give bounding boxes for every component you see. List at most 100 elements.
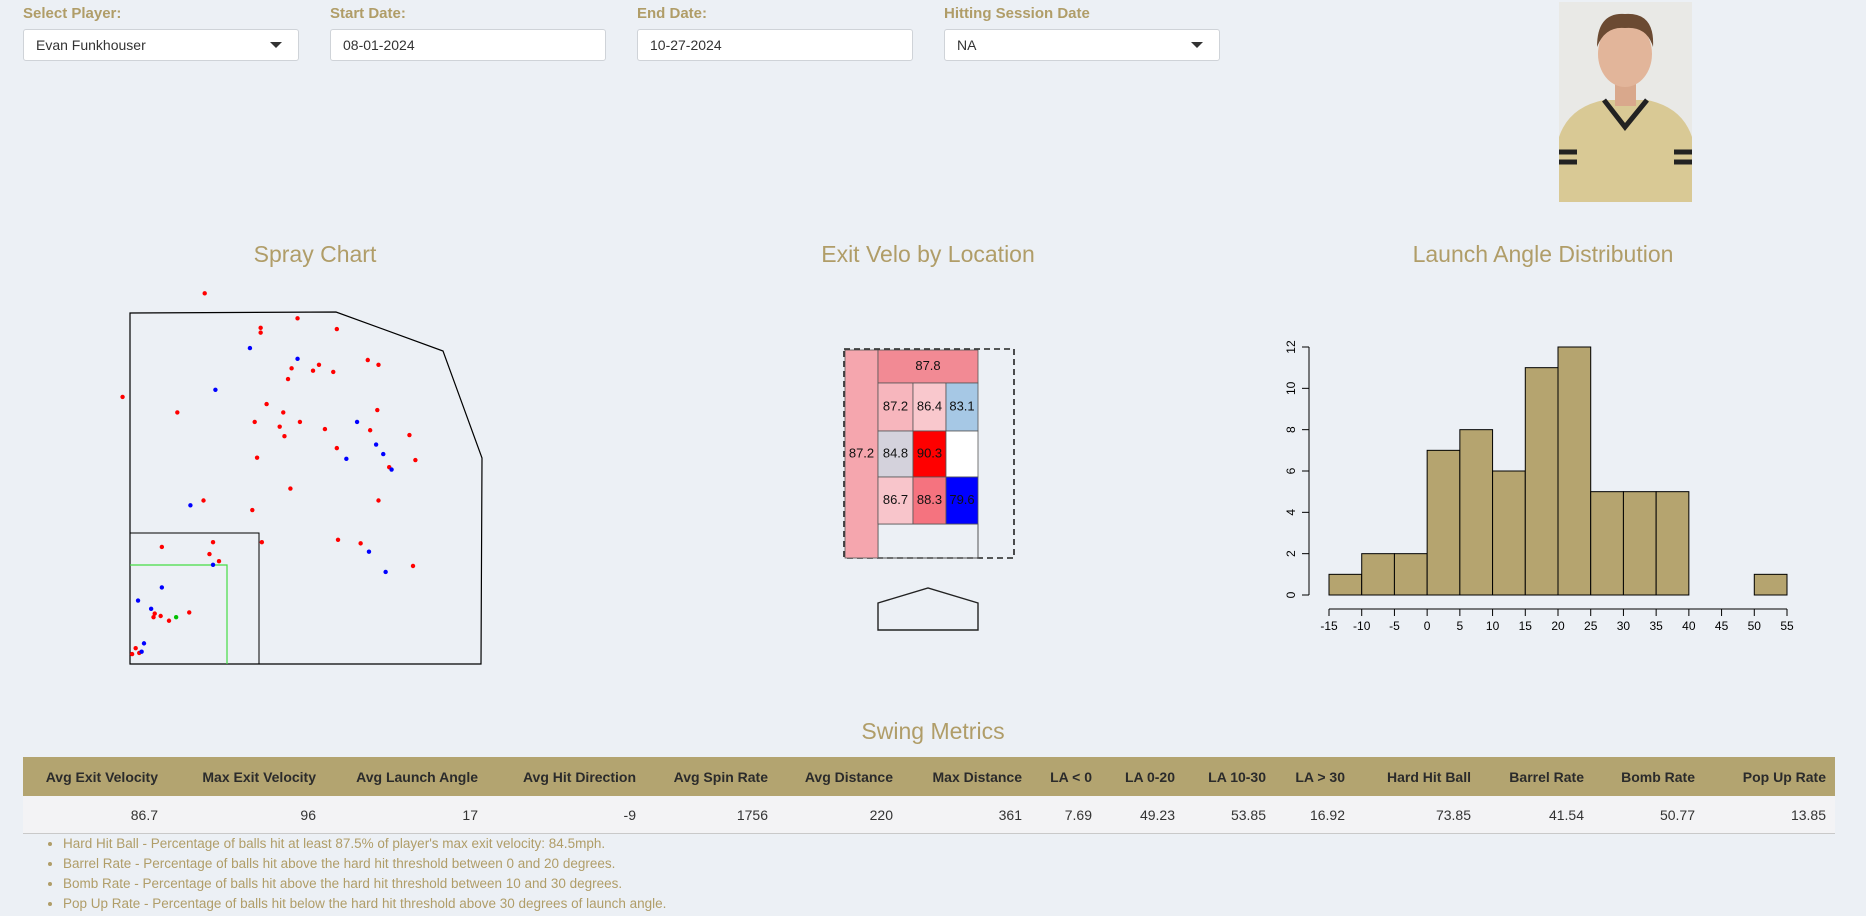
bar (1328, 573, 1363, 596)
hit-point (152, 611, 157, 616)
filter-label: End Date: (637, 5, 708, 22)
bar (1459, 429, 1494, 596)
dropdown-caret (1191, 42, 1203, 48)
column-header: Avg Spin Rate (645, 757, 777, 796)
start-date-input[interactable]: 08-01-2024 (330, 29, 606, 61)
collar (1602, 98, 1649, 132)
zone-label: 79.6 (949, 492, 974, 507)
x-tick-label: -15 (1320, 619, 1338, 633)
column-header: LA 10-30 (1184, 757, 1275, 796)
hit-point (173, 614, 179, 620)
hit-point (141, 641, 147, 646)
charts: Spray Chart Exit Velo by Location Launch… (120, 241, 1794, 665)
hit-point (366, 549, 372, 554)
hit-point (295, 356, 300, 362)
zone-cell (877, 476, 914, 525)
bar (1753, 573, 1788, 596)
column-header: Avg Distance (777, 757, 902, 796)
y-tick-label: 10 (1284, 381, 1298, 395)
x-tick-label: 10 (1486, 619, 1500, 633)
hit-point (297, 419, 303, 425)
hit-point (120, 394, 125, 400)
metric-value: -9 (487, 796, 645, 834)
x-tick-label: -10 (1353, 619, 1371, 633)
filter-label: Start Date: (330, 5, 406, 22)
hit-point (407, 432, 412, 438)
bar (1524, 367, 1559, 596)
zone-cell (912, 476, 947, 525)
hit-point (410, 563, 416, 569)
y-tick-label: 2 (1284, 550, 1298, 557)
metric-value: 1756 (645, 796, 777, 834)
note: Bomb Rate - Percentage of balls hit abov… (63, 874, 666, 894)
note: Pop Up Rate - Percentage of balls hit be… (63, 894, 666, 914)
metric-value: 41.54 (1480, 796, 1593, 834)
baseline (130, 564, 228, 664)
hit-point (365, 357, 370, 363)
zone-label: 87.8 (915, 358, 940, 373)
hit-point (373, 442, 379, 447)
zone-cell (877, 382, 914, 432)
hit-point (281, 410, 286, 415)
metric-value: 17 (325, 796, 487, 834)
hit-point (158, 613, 163, 619)
end-date-input[interactable]: 10-27-2024 (637, 29, 913, 61)
hit-point (282, 434, 287, 439)
bar (1622, 491, 1657, 596)
hit-point (207, 551, 212, 557)
y-tick-label: 0 (1284, 591, 1298, 598)
x-tick-label: 15 (1519, 619, 1533, 633)
metric-value: 16.92 (1275, 796, 1354, 834)
input-value: 10-27-2024 (650, 37, 722, 53)
hit-point (367, 428, 373, 433)
bar (1361, 553, 1395, 596)
y-tick-label: 6 (1284, 467, 1298, 474)
x-tick-label: 5 (1457, 619, 1464, 633)
hit-point (354, 419, 360, 425)
zone-label: 86.7 (883, 492, 908, 507)
chart-title: Exit Velo by Location (821, 241, 1035, 267)
bar (1655, 491, 1690, 596)
zone-label: 84.8 (883, 445, 908, 460)
zone-bottom (877, 523, 979, 559)
hit-point (139, 649, 144, 654)
zone-label: 86.4 (917, 398, 942, 413)
zone-label: 87.2 (849, 445, 874, 460)
dropdown-caret (270, 42, 282, 48)
input-value: 08-01-2024 (343, 37, 415, 53)
select-value: NA (957, 37, 977, 53)
hit-point (381, 451, 386, 457)
hit-point (288, 486, 293, 491)
bar (1590, 491, 1624, 596)
hit-point (188, 503, 193, 508)
hit-point (316, 362, 322, 367)
section-title: Swing Metrics (861, 718, 1005, 744)
hit-point (322, 426, 328, 432)
chart-title: Launch Angle Distribution (1413, 241, 1674, 267)
zone-label: 87.2 (883, 398, 908, 413)
x-tick-label: 50 (1748, 619, 1762, 633)
x-tick-label: 0 (1424, 619, 1431, 633)
session-select[interactable]: NA (944, 29, 1220, 61)
hit-point (358, 541, 363, 546)
select-value: Evan Funkhouser (36, 37, 146, 53)
hit-point (148, 606, 154, 612)
hit-point (159, 544, 165, 550)
header-row: Avg Exit Velocity Max Exit Velocity Avg La… (23, 757, 1835, 796)
hit-point (254, 455, 260, 460)
player-select[interactable]: Evan Funkhouser (23, 29, 299, 61)
jersey (1559, 100, 1692, 202)
filter-label: Hitting Session Date (944, 5, 1090, 22)
hit-point (258, 330, 263, 335)
hit-point (213, 387, 218, 392)
hit-point (344, 456, 349, 462)
metric-value: 73.85 (1354, 796, 1480, 834)
metric-value: 7.69 (1031, 796, 1101, 834)
zone-cell (945, 476, 979, 525)
home-plate (877, 587, 979, 631)
metrics-table: Avg Exit Velocity Max Exit Velocity Avg La… (23, 757, 1835, 834)
column-header: LA < 0 (1031, 757, 1101, 796)
column-header: LA > 30 (1275, 757, 1354, 796)
hit-point (285, 376, 291, 382)
hit-point (247, 345, 253, 351)
